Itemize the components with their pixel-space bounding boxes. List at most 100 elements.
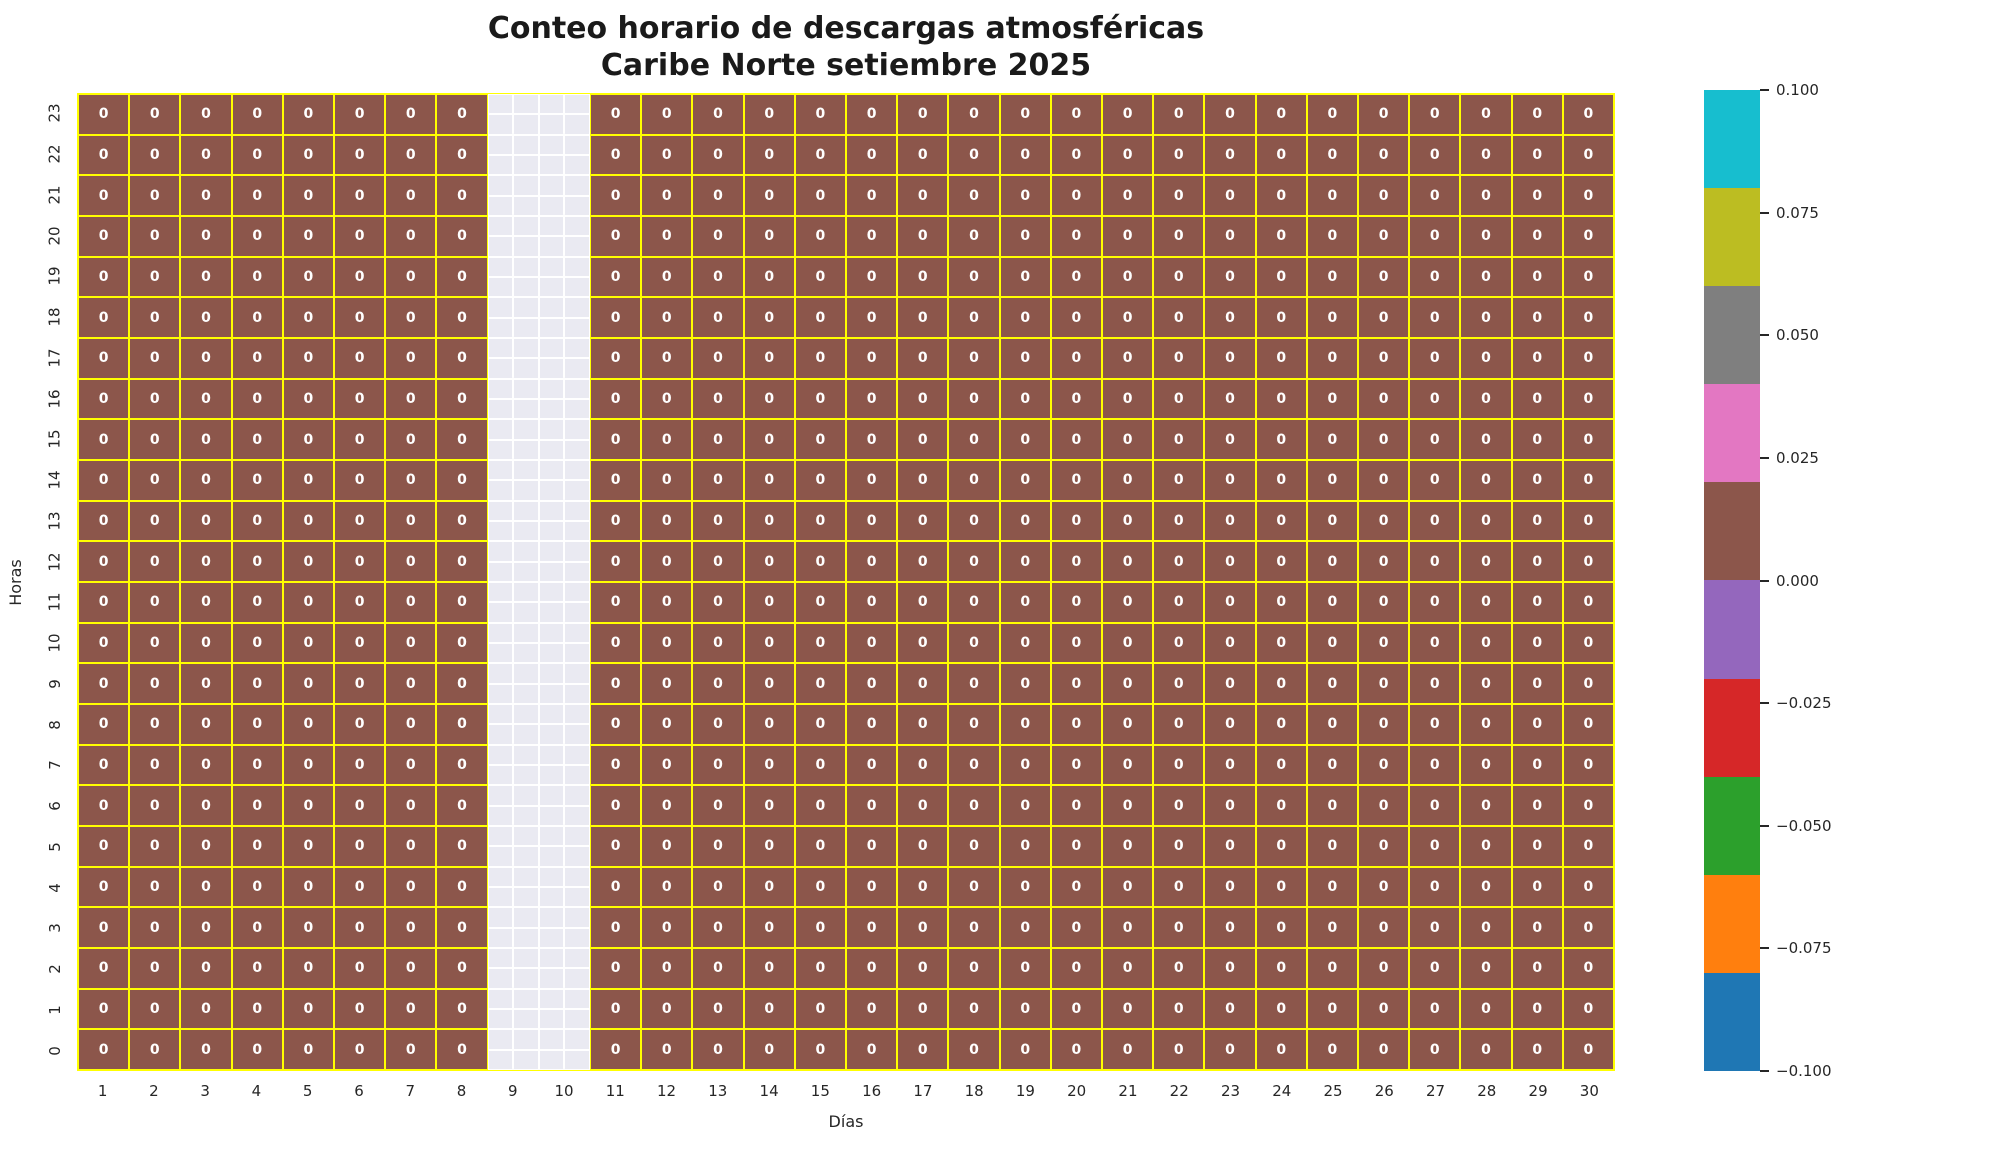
heatmap-cell: 0 bbox=[1409, 460, 1461, 501]
heatmap-cell: 0 bbox=[1511, 744, 1563, 786]
heatmap-cell: 0 bbox=[641, 948, 693, 989]
heatmap-cell: 0 bbox=[948, 704, 1000, 745]
heatmap-cell: 0 bbox=[1050, 256, 1102, 298]
colorbar bbox=[1704, 90, 1760, 1071]
heatmap-cell: 0 bbox=[1102, 907, 1154, 948]
heatmap-cell: 0 bbox=[590, 622, 642, 664]
heatmap-cell: 0 bbox=[231, 1029, 283, 1070]
heatmap-cell: 0 bbox=[129, 866, 181, 908]
heatmap-cell: 0 bbox=[78, 134, 130, 176]
heatmap-cell: 0 bbox=[590, 907, 642, 948]
heatmap-cell: 0 bbox=[743, 826, 795, 867]
heatmap-cell: 0 bbox=[282, 297, 334, 338]
heatmap-cell: 0 bbox=[1102, 663, 1154, 704]
heatmap-cell: 0 bbox=[78, 663, 130, 704]
heatmap-cell: 0 bbox=[794, 94, 846, 135]
heatmap-cell: 0 bbox=[1204, 460, 1256, 501]
heatmap-cell: 0 bbox=[78, 948, 130, 989]
heatmap-cell: 0 bbox=[1511, 338, 1563, 379]
heatmap-cell: 0 bbox=[231, 541, 283, 582]
heatmap-cell: 0 bbox=[794, 378, 846, 420]
heatmap-cell: 0 bbox=[743, 500, 795, 542]
heatmap-cell: 0 bbox=[1050, 1029, 1102, 1070]
heatmap-cell: 0 bbox=[282, 582, 334, 623]
heatmap-cell: 0 bbox=[590, 460, 642, 501]
heatmap-cell: 0 bbox=[1409, 1029, 1461, 1070]
heatmap-cell: 0 bbox=[1102, 500, 1154, 542]
colorbar-tick-label: 0.075 bbox=[1776, 203, 1819, 222]
heatmap-cell: 0 bbox=[1511, 378, 1563, 420]
heatmap-cell: 0 bbox=[1409, 134, 1461, 176]
heatmap-cell: 0 bbox=[1050, 622, 1102, 664]
heatmap-cell: 0 bbox=[692, 216, 744, 257]
heatmap-cell: 0 bbox=[1358, 785, 1410, 826]
heatmap-cell: 0 bbox=[1562, 744, 1614, 786]
heatmap-cell: 0 bbox=[1204, 419, 1256, 460]
heatmap-cell: 0 bbox=[1102, 785, 1154, 826]
heatmap-cell: 0 bbox=[590, 94, 642, 135]
heatmap-cell: 0 bbox=[692, 541, 744, 582]
colorbar-tick-mark bbox=[1760, 1070, 1769, 1072]
heatmap-cell: 0 bbox=[1358, 460, 1410, 501]
heatmap-cell: 0 bbox=[846, 988, 898, 1030]
heatmap-cell: 0 bbox=[692, 460, 744, 501]
heatmap-cell: 0 bbox=[1255, 419, 1307, 460]
heatmap-cell: 0 bbox=[1050, 744, 1102, 786]
heatmap-cell: 0 bbox=[1511, 622, 1563, 664]
heatmap-cell: 0 bbox=[180, 948, 232, 989]
heatmap-cell: 0 bbox=[743, 785, 795, 826]
heatmap-cell: 0 bbox=[231, 419, 283, 460]
heatmap-cell: 0 bbox=[1204, 338, 1256, 379]
heatmap-cell: 0 bbox=[334, 1029, 386, 1070]
heatmap-cell: 0 bbox=[231, 216, 283, 257]
heatmap-cell: 0 bbox=[1204, 216, 1256, 257]
heatmap-cell: 0 bbox=[1511, 419, 1563, 460]
heatmap-cell: 0 bbox=[1460, 704, 1512, 745]
y-tick-label: 1 bbox=[45, 1005, 64, 1015]
heatmap-cell: 0 bbox=[129, 907, 181, 948]
heatmap-cell: 0 bbox=[1358, 338, 1410, 379]
heatmap-cell: 0 bbox=[1358, 256, 1410, 298]
heatmap-cell: 0 bbox=[231, 622, 283, 664]
y-tick-label: 20 bbox=[46, 226, 64, 246]
heatmap-cell: 0 bbox=[1204, 988, 1256, 1030]
heatmap-cell: 0 bbox=[385, 744, 437, 786]
heatmap-cell-missing bbox=[487, 704, 539, 745]
heatmap-cell: 0 bbox=[641, 582, 693, 623]
y-tick-label: 21 bbox=[46, 185, 64, 205]
heatmap-cell: 0 bbox=[590, 216, 642, 257]
heatmap-cell: 0 bbox=[334, 744, 386, 786]
heatmap-cell: 0 bbox=[794, 744, 846, 786]
heatmap-cell-missing bbox=[538, 134, 590, 176]
heatmap-cell-missing bbox=[538, 216, 590, 257]
heatmap-cell: 0 bbox=[999, 785, 1051, 826]
heatmap-cell: 0 bbox=[948, 338, 1000, 379]
heatmap-cell: 0 bbox=[1562, 297, 1614, 338]
heatmap-cell: 0 bbox=[334, 338, 386, 379]
heatmap-cell: 0 bbox=[334, 460, 386, 501]
heatmap-cell-missing bbox=[538, 622, 590, 664]
heatmap-cell: 0 bbox=[436, 907, 488, 948]
heatmap-cell: 0 bbox=[897, 216, 949, 257]
heatmap-cell: 0 bbox=[385, 704, 437, 745]
heatmap-cell: 0 bbox=[436, 541, 488, 582]
heatmap-cell: 0 bbox=[231, 744, 283, 786]
x-tick-label: 11 bbox=[605, 1082, 625, 1100]
heatmap-cell: 0 bbox=[1460, 175, 1512, 216]
heatmap-cell: 0 bbox=[1306, 94, 1358, 135]
heatmap-cell: 0 bbox=[129, 785, 181, 826]
heatmap-cell: 0 bbox=[282, 460, 334, 501]
heatmap-cell: 0 bbox=[897, 419, 949, 460]
heatmap-cell: 0 bbox=[1204, 1029, 1256, 1070]
heatmap-cell: 0 bbox=[1358, 216, 1410, 257]
heatmap-cell: 0 bbox=[999, 1029, 1051, 1070]
heatmap-cell: 0 bbox=[180, 378, 232, 420]
heatmap-cell: 0 bbox=[231, 297, 283, 338]
heatmap-cell: 0 bbox=[334, 785, 386, 826]
heatmap-cell: 0 bbox=[436, 460, 488, 501]
heatmap-cell: 0 bbox=[897, 704, 949, 745]
heatmap-cell: 0 bbox=[1306, 622, 1358, 664]
heatmap-cell: 0 bbox=[436, 663, 488, 704]
x-tick-label: 12 bbox=[657, 1082, 677, 1100]
heatmap-cell: 0 bbox=[180, 826, 232, 867]
